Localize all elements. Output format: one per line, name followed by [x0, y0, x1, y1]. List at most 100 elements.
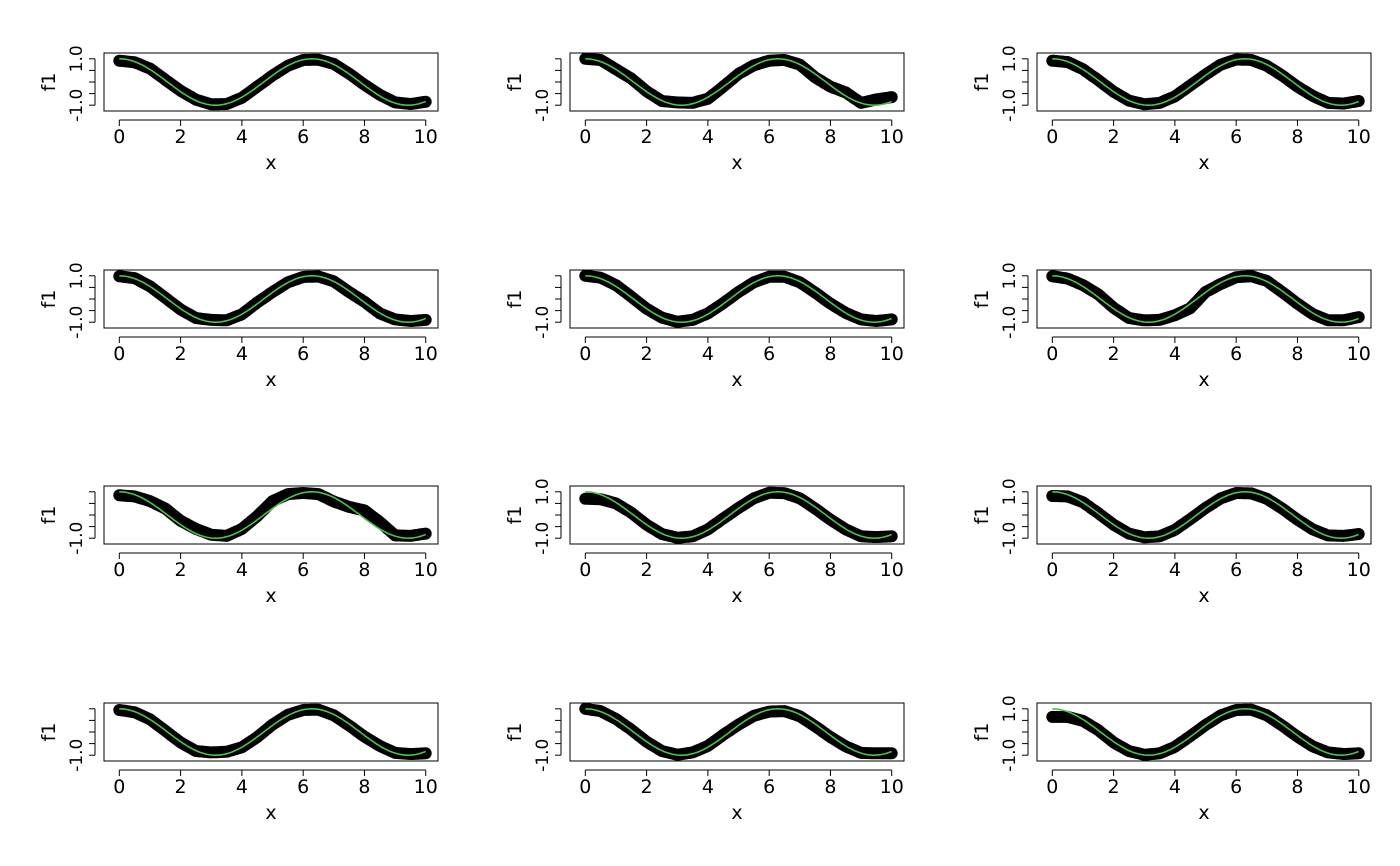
x-axis-label: x — [731, 369, 742, 391]
x-axis-label: x — [265, 369, 276, 391]
x-axis-label: x — [1198, 152, 1209, 174]
chart-panel-10: 0 2 4 6 8 10 x -1.0 f1 — [38, 702, 439, 824]
chart-panel-11: 0 2 4 6 8 10 x -1.0 f1 — [504, 702, 905, 824]
x-tick-label: 10 — [1347, 343, 1371, 365]
x-tick-label: 2 — [175, 559, 187, 581]
x-tick-label: 4 — [236, 126, 248, 148]
data-point — [1352, 528, 1365, 540]
x-tick-label: 2 — [175, 126, 187, 148]
x-tick-label: 10 — [880, 126, 904, 148]
y-axis-label: f1 — [38, 73, 60, 92]
x-tick-label: 0 — [113, 343, 125, 365]
fit-line — [1052, 708, 1359, 757]
x-axis-label: x — [265, 585, 276, 607]
plot-frame — [1036, 702, 1372, 762]
x-tick-label: 0 — [579, 776, 591, 798]
data-points — [113, 270, 432, 327]
y-tick-label: -1.0 — [1000, 306, 1020, 339]
fit-line — [1052, 275, 1359, 324]
x-axis-label: x — [265, 152, 276, 174]
fit-line — [119, 708, 426, 757]
fit-line — [119, 491, 426, 540]
data-point — [885, 747, 898, 760]
x-axis-label: x — [1198, 585, 1209, 607]
y-tick-label: -1.0 — [533, 306, 553, 339]
y-tick-label: 1.0 — [67, 45, 87, 72]
x-tick-label: 8 — [824, 126, 836, 148]
x-tick-label: 8 — [824, 559, 836, 581]
y-tick-label: -1.0 — [533, 522, 553, 555]
x-tick-label: 2 — [175, 776, 187, 798]
data-point — [419, 747, 432, 760]
x-tick-label: 4 — [236, 559, 248, 581]
x-tick-label: 2 — [641, 776, 653, 798]
x-tick-label: 0 — [579, 559, 591, 581]
fit-line — [1052, 58, 1359, 107]
chart-panel-5: 0 2 4 6 8 10 x -1.0 f1 — [504, 269, 905, 391]
x-tick-label: 6 — [1230, 559, 1242, 581]
x-tick-label: 0 — [1046, 126, 1058, 148]
plot-frame — [1036, 269, 1372, 329]
fit-line — [585, 58, 892, 107]
data-points — [113, 487, 432, 542]
chart-panel-1: 0 2 4 6 8 10 x -1.0 1.0 f1 — [38, 45, 439, 174]
y-axis-label: f1 — [971, 73, 993, 92]
x-tick-label: 8 — [1291, 559, 1303, 581]
data-point — [885, 91, 898, 104]
x-tick-label: 6 — [297, 776, 309, 798]
data-points — [579, 52, 898, 109]
y-tick-label: -1.0 — [1000, 89, 1020, 122]
x-tick-label: 6 — [1230, 776, 1242, 798]
x-tick-label: 6 — [763, 776, 775, 798]
y-tick-label: -1.0 — [67, 522, 87, 555]
x-tick-label: 8 — [1291, 776, 1303, 798]
chart-panel-8: 0 2 4 6 8 10 x -1.0 1.0 f1 — [504, 478, 905, 607]
x-tick-label: 10 — [414, 343, 438, 365]
plot-frame — [103, 52, 439, 112]
x-tick-label: 10 — [414, 126, 438, 148]
data-point — [1352, 311, 1365, 324]
x-tick-label: 8 — [1291, 343, 1303, 365]
x-tick-label: 10 — [1347, 559, 1371, 581]
y-tick-label: -1.0 — [533, 739, 553, 772]
data-points — [1046, 703, 1365, 761]
y-axis-label: f1 — [971, 290, 993, 309]
x-tick-label: 8 — [1291, 126, 1303, 148]
x-tick-label: 2 — [1108, 559, 1120, 581]
chart-panel-4: 0 2 4 6 8 10 x -1.0 1.0 f1 — [38, 262, 439, 391]
chart-panel-12: 0 2 4 6 8 10 x -1.0 1.0 f1 — [971, 695, 1372, 824]
data-points — [1046, 487, 1365, 544]
plot-frame — [569, 702, 905, 762]
x-tick-label: 4 — [1169, 126, 1181, 148]
x-tick-label: 4 — [1169, 343, 1181, 365]
y-axis-label: f1 — [504, 506, 526, 525]
fit-line — [119, 58, 426, 107]
y-axis-label: f1 — [38, 723, 60, 742]
data-points — [579, 269, 898, 328]
x-tick-label: 2 — [1108, 776, 1120, 798]
plot-frame — [103, 702, 439, 762]
chart-panel-3: 0 2 4 6 8 10 x -1.0 1.0 f1 — [971, 45, 1372, 174]
x-tick-label: 6 — [297, 126, 309, 148]
data-point — [885, 313, 898, 326]
fit-line — [1052, 491, 1359, 540]
plot-frame — [1036, 485, 1372, 545]
x-tick-label: 0 — [113, 559, 125, 581]
y-axis-label: f1 — [504, 73, 526, 92]
plot-frame — [569, 269, 905, 329]
x-axis-label: x — [1198, 369, 1209, 391]
x-tick-label: 10 — [414, 776, 438, 798]
x-tick-label: 0 — [113, 776, 125, 798]
y-tick-label: -1.0 — [67, 739, 87, 772]
y-tick-label: 1.0 — [1000, 478, 1020, 505]
x-tick-label: 2 — [1108, 343, 1120, 365]
y-tick-label: 1.0 — [533, 478, 553, 505]
x-tick-label: 4 — [236, 776, 248, 798]
x-tick-label: 4 — [702, 126, 714, 148]
x-axis-label: x — [265, 802, 276, 824]
data-points — [579, 486, 898, 544]
y-tick-label: -1.0 — [67, 306, 87, 339]
y-axis-label: f1 — [38, 290, 60, 309]
x-tick-label: 2 — [175, 343, 187, 365]
